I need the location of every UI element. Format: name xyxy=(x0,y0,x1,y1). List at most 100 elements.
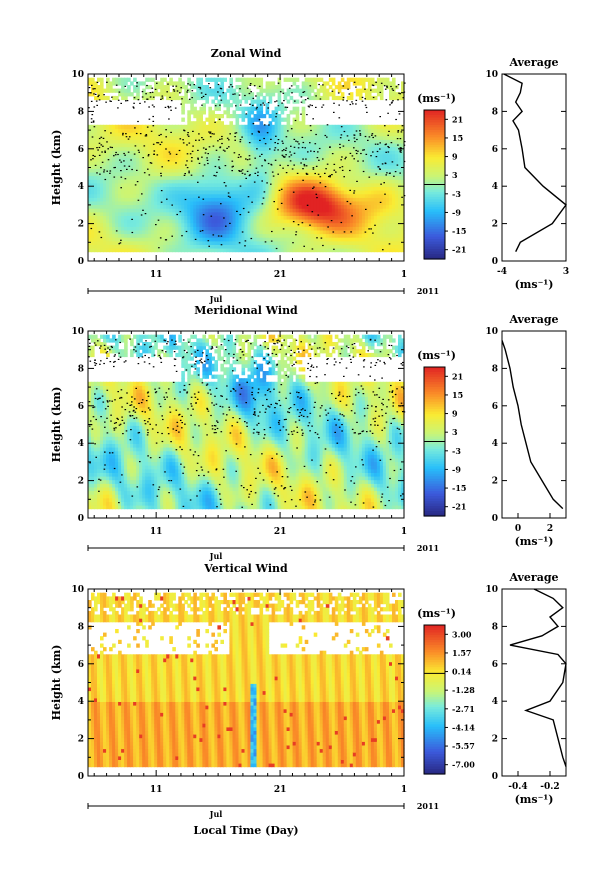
average-x-label: (ms⁻¹) xyxy=(515,793,554,806)
y-tick-label: 4 xyxy=(78,182,84,192)
colorbar-tick-label: -4.14 xyxy=(452,722,475,732)
average-frame xyxy=(502,589,566,776)
colorbar-tick-label: -9 xyxy=(452,207,461,217)
average-y-tick-label: 0 xyxy=(492,772,498,782)
colorbar-tick-label: -15 xyxy=(452,483,466,493)
colorbar-tick-label: -3 xyxy=(452,189,461,199)
y-axis-label: Height (km) xyxy=(50,387,63,463)
colorbar-tick-label: -21 xyxy=(452,245,466,255)
average-title: Average xyxy=(508,56,558,69)
year-label: 2011 xyxy=(417,286,439,296)
average-y-tick-label: 6 xyxy=(492,660,498,670)
colorbar-tick-label: -2.71 xyxy=(452,704,475,714)
colorbar: 3.001.570.14-1.28-2.71-4.14-5.57-7.00 xyxy=(424,625,475,775)
colorbar-unit: (ms⁻¹) xyxy=(417,607,456,620)
average-y-tick-label: 10 xyxy=(485,70,498,80)
y-tick-label: 10 xyxy=(71,585,84,595)
y-tick-label: 4 xyxy=(78,697,84,707)
y-tick-label: 0 xyxy=(78,772,84,782)
x-tick-label: 1 xyxy=(401,785,407,795)
month-label: Jul xyxy=(209,551,223,561)
y-tick-label: 6 xyxy=(78,660,84,670)
average-x-tick-label: 3 xyxy=(563,267,569,277)
x-tick-label: 21 xyxy=(274,270,287,280)
colorbar-tick-label: 15 xyxy=(452,133,463,143)
y-tick-label: 0 xyxy=(78,514,84,524)
average-y-tick-label: 2 xyxy=(492,220,498,230)
average-profile: Average 0 2 4 6 8 10 -4 3 (ms⁻¹) xyxy=(485,56,569,291)
colorbar-unit: (ms⁻¹) xyxy=(417,92,456,105)
average-y-tick-label: 4 xyxy=(492,439,498,449)
average-line xyxy=(504,74,566,252)
average-x-label: (ms⁻¹) xyxy=(515,535,554,548)
x-tick-label: 11 xyxy=(150,785,163,795)
y-axis-label: Height (km) xyxy=(50,645,63,721)
x-axis-label: Local Time (Day) xyxy=(193,824,298,837)
chart-title: Meridional Wind xyxy=(194,304,298,317)
average-x-tick-label: -4 xyxy=(497,267,507,277)
y-tick-label: 0 xyxy=(78,257,84,267)
colorbar-tick-label: -1.28 xyxy=(452,685,475,695)
colorbar-tick-label: 3 xyxy=(452,170,458,180)
average-frame xyxy=(502,331,566,518)
y-tick-label: 2 xyxy=(78,477,84,487)
colorbar-tick-label: 3.00 xyxy=(452,629,472,639)
chart-title: Vertical Wind xyxy=(203,562,288,575)
average-y-tick-label: 4 xyxy=(492,697,498,707)
year-label: 2011 xyxy=(417,801,439,811)
y-tick-label: 2 xyxy=(78,735,84,745)
average-y-tick-label: 10 xyxy=(485,327,498,337)
average-y-tick-label: 6 xyxy=(492,402,498,412)
y-tick-label: 8 xyxy=(78,622,84,632)
heatmap-cells xyxy=(88,78,405,253)
x-tick-label: 11 xyxy=(150,527,163,537)
colorbar: 21 15 9 3 -3 -9 -15 -21 xyxy=(424,367,466,517)
average-line xyxy=(502,340,563,508)
colorbar-tick-label: 9 xyxy=(452,409,458,419)
colorbar-tick-label: -5.57 xyxy=(452,741,475,751)
y-tick-label: 10 xyxy=(71,70,84,80)
average-x-tick-label: 2 xyxy=(547,524,553,534)
colorbar-tick-label: -7.00 xyxy=(452,760,475,770)
colorbar-tick-label: -3 xyxy=(452,446,461,456)
month-label: Jul xyxy=(209,294,223,304)
y-tick-label: 6 xyxy=(78,402,84,412)
colorbar-tick-label: 3 xyxy=(452,427,458,437)
average-y-tick-label: 4 xyxy=(492,182,498,192)
colorbar-tick-label: -15 xyxy=(452,226,466,236)
y-tick-label: 6 xyxy=(78,145,84,155)
y-tick-label: 2 xyxy=(78,220,84,230)
panel-vertical: Vertical Wind 0 2 4 6 8 10 Height (km) 11 21 1 Jul 2… xyxy=(50,562,566,837)
month-label: Jul xyxy=(209,809,223,819)
average-x-tick-label: -0.2 xyxy=(540,782,559,792)
average-y-tick-label: 8 xyxy=(492,622,498,632)
y-axis-label: Height (km) xyxy=(50,130,63,206)
colorbar-tick-label: -9 xyxy=(452,464,461,474)
colorbar-tick-label: 1.57 xyxy=(452,648,471,658)
average-y-tick-label: 8 xyxy=(492,107,498,117)
x-tick-label: 21 xyxy=(274,785,287,795)
average-y-tick-label: 8 xyxy=(492,364,498,374)
average-x-tick-label: -0.4 xyxy=(508,782,527,792)
y-tick-label: 8 xyxy=(78,107,84,117)
heatmap-cells xyxy=(88,593,405,768)
average-y-tick-label: 6 xyxy=(492,145,498,155)
colorbar-tick-label: 21 xyxy=(452,371,463,381)
average-title: Average xyxy=(508,571,558,584)
average-x-label: (ms⁻¹) xyxy=(515,278,554,291)
colorbar-tick-label: -21 xyxy=(452,502,466,512)
y-tick-label: 10 xyxy=(71,327,84,337)
average-title: Average xyxy=(508,313,558,326)
y-tick-label: 4 xyxy=(78,439,84,449)
chart-title: Zonal Wind xyxy=(211,47,282,60)
year-label: 2011 xyxy=(417,543,439,553)
average-y-tick-label: 0 xyxy=(492,514,498,524)
colorbar-tick-label: 15 xyxy=(452,390,463,400)
average-line xyxy=(510,589,566,767)
average-y-tick-label: 0 xyxy=(492,257,498,267)
